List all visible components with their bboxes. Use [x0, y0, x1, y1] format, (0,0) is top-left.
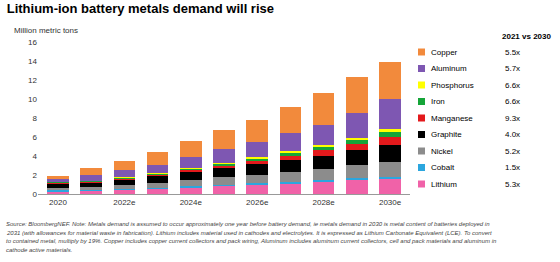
svg-text:cathode active materials.: cathode active materials.: [6, 247, 72, 253]
svg-text:Lithium-ion battery metals dem: Lithium-ion battery metals demand will r…: [7, 1, 274, 16]
svg-text:5.3x: 5.3x: [505, 180, 520, 189]
svg-text:Copper: Copper: [431, 48, 458, 57]
svg-text:9.3x: 9.3x: [505, 114, 520, 123]
svg-text:to contained metal, multiply b: to contained metal, multiply by 19%. Cop…: [6, 238, 497, 244]
svg-text:2028e: 2028e: [313, 198, 336, 207]
svg-text:Million metric tons: Million metric tons: [14, 26, 78, 35]
svg-text:2031 (with allowances for mate: 2031 (with allowances for material waste…: [6, 230, 492, 236]
svg-text:12: 12: [28, 76, 37, 85]
svg-text:14: 14: [28, 57, 37, 66]
svg-text:2022e: 2022e: [113, 198, 136, 207]
svg-text:16: 16: [28, 38, 37, 47]
svg-text:6: 6: [33, 133, 38, 142]
svg-text:Phosphorus: Phosphorus: [431, 81, 474, 90]
svg-text:Nickel: Nickel: [431, 147, 453, 156]
svg-text:4.0x: 4.0x: [505, 130, 520, 139]
svg-text:2020: 2020: [49, 198, 67, 207]
svg-text:1.5x: 1.5x: [505, 163, 520, 172]
svg-text:Aluminum: Aluminum: [431, 64, 467, 73]
svg-text:2026e: 2026e: [246, 198, 269, 207]
svg-text:5.7x: 5.7x: [505, 64, 520, 73]
svg-text:6.6x: 6.6x: [505, 97, 520, 106]
svg-text:5.2x: 5.2x: [505, 147, 520, 156]
svg-text:0: 0: [33, 190, 38, 199]
svg-text:Iron: Iron: [431, 97, 445, 106]
svg-text:5.5x: 5.5x: [505, 48, 520, 57]
svg-text:Source: BloombergNEF. Note: Me: Source: BloombergNEF. Note: Metals deman…: [6, 221, 490, 227]
svg-text:6.6x: 6.6x: [505, 81, 520, 90]
svg-text:2021 vs 2030: 2021 vs 2030: [502, 32, 551, 41]
svg-text:Lithium: Lithium: [431, 180, 457, 189]
svg-text:2024e: 2024e: [180, 198, 203, 207]
svg-text:Cobalt: Cobalt: [431, 163, 455, 172]
svg-text:4: 4: [33, 152, 38, 161]
svg-text:2: 2: [33, 171, 38, 180]
svg-text:2030e: 2030e: [379, 198, 402, 207]
svg-text:Graphite: Graphite: [431, 130, 462, 139]
svg-text:8: 8: [33, 114, 38, 123]
svg-text:10: 10: [28, 95, 37, 104]
svg-text:Manganese: Manganese: [431, 114, 473, 123]
